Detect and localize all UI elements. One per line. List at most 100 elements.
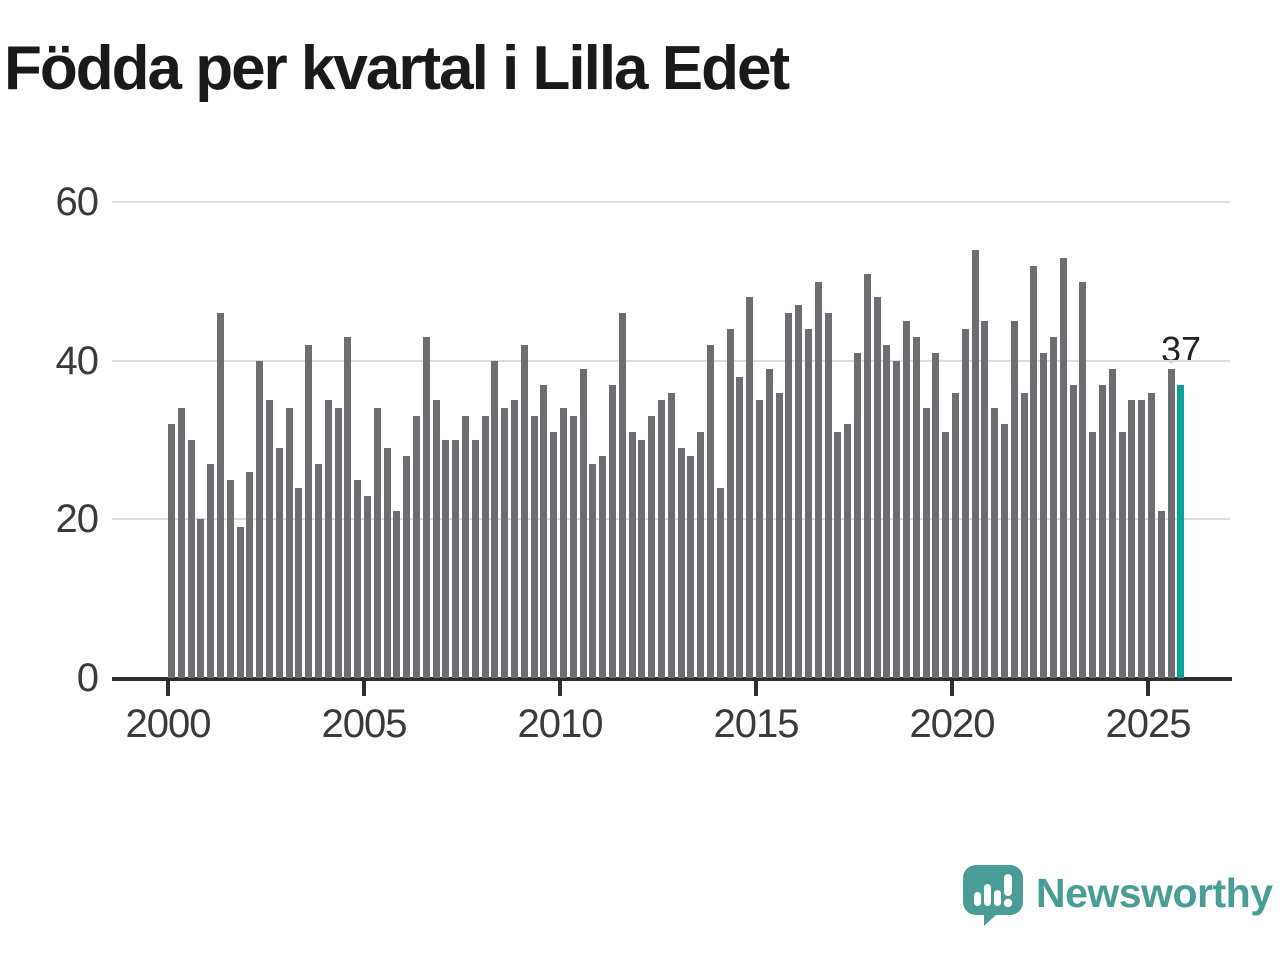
bar-2016-Q2 [805, 329, 812, 678]
chart-title: Födda per kvartal i Lilla Edet [4, 34, 790, 103]
bar-2022-Q2 [1040, 352, 1048, 678]
bar-2003-Q1 [285, 408, 293, 678]
x-tick-label-2015: 2015 [713, 702, 800, 746]
bar-2011-Q4 [628, 432, 636, 678]
bar-2019-Q2 [922, 408, 930, 678]
bar-2012-Q3 [658, 400, 665, 678]
bar-2007-Q3 [462, 416, 469, 678]
bar-2005-Q1 [364, 495, 371, 678]
bar-2020-Q4 [981, 321, 989, 678]
y-tick-label-0: 0 [76, 656, 99, 700]
bar-2019-Q1 [912, 337, 920, 678]
bar-2000-Q1 [168, 424, 175, 678]
bar-2004-Q4 [354, 479, 362, 678]
bar-2013-Q4 [707, 344, 714, 678]
bar-2009-Q4 [550, 432, 558, 678]
bar-2005-Q4 [393, 511, 401, 678]
bar-2021-Q1 [991, 408, 999, 678]
x-tick-label-2000: 2000 [125, 702, 212, 746]
bar-2025-Q3 [1167, 368, 1175, 678]
bar-2006-Q4 [432, 400, 440, 678]
x-tick-label-2020: 2020 [909, 702, 996, 746]
bar-2011-Q1 [599, 455, 607, 678]
bar-2000-Q4 [197, 519, 205, 678]
bar-2020-Q3 [971, 249, 979, 678]
bar-2025-Q1 [1148, 392, 1155, 678]
bar-2016-Q1 [795, 305, 803, 678]
bar-2010-Q3 [579, 368, 587, 678]
bar-2020-Q2 [961, 329, 969, 678]
newsworthy-logo: Newsworthy [962, 862, 1274, 926]
x-tick-label-2025: 2025 [1105, 702, 1192, 746]
x-tick-2020 [950, 681, 954, 696]
bar-2003-Q2 [295, 487, 303, 678]
bar-2008-Q2 [491, 360, 499, 678]
bar-2006-Q1 [403, 455, 411, 678]
bar-2004-Q2 [334, 408, 342, 678]
bar-2023-Q4 [1099, 384, 1106, 678]
bar-2022-Q3 [1050, 337, 1057, 678]
bar-2024-Q2 [1118, 432, 1126, 678]
last-bar-value-label: 37 [1160, 329, 1201, 370]
bar-2009-Q1 [520, 344, 528, 678]
bar-2010-Q1 [560, 408, 567, 678]
bar-2000-Q2 [177, 408, 185, 678]
x-tick-label-2010: 2010 [517, 702, 604, 746]
bar-2014-Q3 [736, 376, 744, 678]
highlighted-bar-2025-Q4 [1177, 384, 1185, 678]
bar-2001-Q4 [236, 527, 244, 678]
gridline-y40 [112, 359, 1230, 362]
x-tick-2015 [754, 681, 758, 696]
bar-2017-Q2 [844, 424, 852, 678]
bar-2013-Q1 [677, 448, 685, 678]
bar-2021-Q2 [1001, 424, 1008, 678]
bar-2003-Q4 [315, 463, 322, 678]
bar-2018-Q4 [903, 321, 910, 678]
bar-2001-Q2 [217, 313, 224, 678]
bar-2010-Q4 [589, 463, 597, 678]
bar-2015-Q4 [785, 313, 793, 678]
bar-2018-Q1 [873, 297, 881, 678]
bar-2002-Q2 [256, 360, 264, 678]
newsworthy-speech-bubble-chart-icon [962, 864, 1024, 931]
x-tick-2010 [558, 681, 562, 696]
bar-2024-Q3 [1128, 400, 1136, 678]
bar-2014-Q1 [716, 487, 724, 678]
bar-2006-Q2 [413, 416, 420, 678]
bar-2009-Q2 [530, 416, 538, 678]
x-tick-2025 [1146, 681, 1150, 696]
bar-2006-Q3 [422, 337, 430, 678]
bar-2004-Q1 [324, 400, 332, 678]
bar-2017-Q4 [863, 273, 871, 678]
bar-2011-Q2 [609, 384, 616, 678]
bar-2018-Q3 [893, 360, 901, 678]
bar-2005-Q3 [383, 448, 391, 678]
y-tick-label-40: 40 [55, 338, 100, 383]
bar-2023-Q2 [1079, 281, 1087, 678]
x-tick-2005 [362, 681, 366, 696]
bar-2013-Q2 [687, 455, 695, 678]
bar-2000-Q3 [187, 440, 195, 678]
bar-2023-Q1 [1069, 384, 1077, 678]
bar-2010-Q2 [569, 416, 577, 678]
x-tick-label-2005: 2005 [321, 702, 408, 746]
bar-2017-Q3 [854, 352, 861, 678]
bar-2002-Q1 [246, 471, 254, 678]
bar-2020-Q1 [952, 392, 959, 678]
bar-2015-Q3 [775, 392, 783, 678]
y-tick-label-60: 60 [55, 180, 100, 225]
bar-2021-Q3 [1010, 321, 1018, 678]
newsworthy-logo-text: Newsworthy [1036, 870, 1273, 916]
bar-2001-Q1 [207, 463, 215, 678]
bar-2003-Q3 [305, 344, 313, 678]
bar-2018-Q2 [883, 344, 891, 678]
bar-2012-Q4 [667, 392, 675, 678]
gridline-y60 [112, 201, 1230, 204]
bar-2013-Q3 [697, 432, 705, 678]
bar-2011-Q3 [618, 313, 626, 678]
y-tick-label-20: 20 [55, 497, 100, 542]
bar-2022-Q1 [1030, 265, 1038, 678]
x-tick-2000 [166, 681, 170, 696]
bar-2019-Q4 [942, 432, 950, 678]
